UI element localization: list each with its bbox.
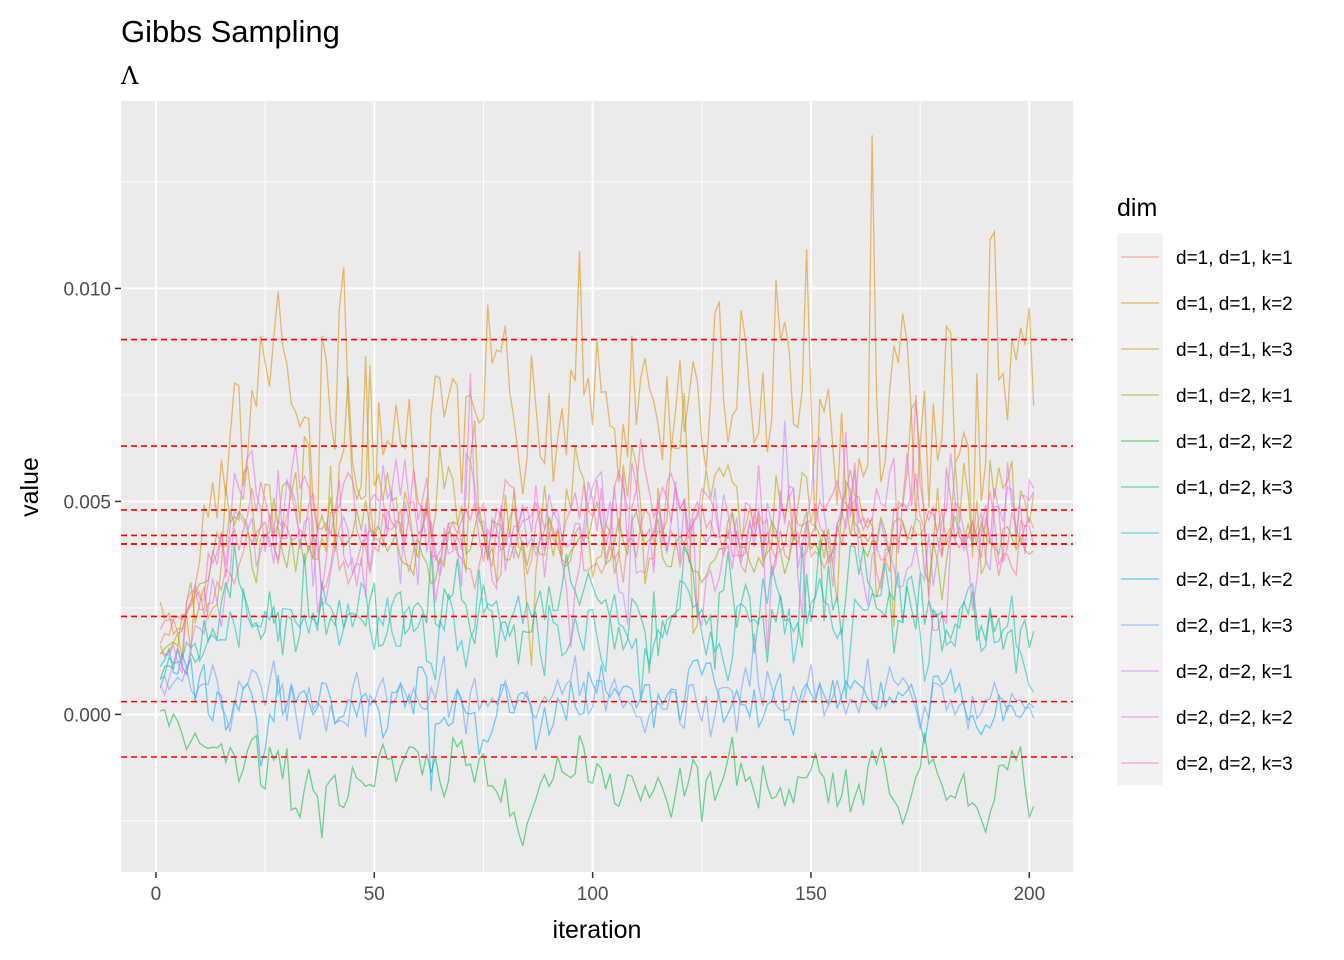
chart-subtitle: Λ: [120, 62, 139, 90]
y-axis-ticks: 0.000 0.005 0.010: [63, 279, 121, 726]
legend-label-2: d=1, d=1, k=2: [1176, 294, 1293, 315]
x-tick-label: 100: [577, 884, 609, 905]
legend-label-8: d=2, d=1, k=2: [1176, 570, 1293, 591]
series-line-11: [160, 373, 1035, 674]
series-line-4: [159, 479, 1035, 655]
y-tick-label: 0.005: [63, 492, 111, 513]
series-line-1: [159, 492, 1035, 645]
legend-label-9: d=2, d=1, k=3: [1176, 616, 1293, 637]
legend-label-5: d=1, d=2, k=2: [1176, 432, 1293, 453]
legend-label-7: d=2, d=1, k=1: [1176, 524, 1293, 545]
legend-label-3: d=1, d=1, k=3: [1176, 340, 1293, 361]
legend-label-1: d=1, d=1, k=1: [1176, 248, 1293, 269]
y-axis-title: value: [16, 457, 44, 517]
series-line-6: [159, 539, 1035, 680]
series-line-12: [159, 394, 1035, 634]
y-tick-label: 0.000: [63, 705, 111, 726]
x-tick-label: 150: [795, 884, 827, 905]
x-axis-title: iteration: [553, 916, 642, 944]
legend-key-background: [1117, 233, 1163, 785]
legend-label-11: d=2, d=2, k=2: [1176, 708, 1293, 729]
series-line-7: [159, 543, 1035, 702]
series-lines: [159, 135, 1035, 847]
legend-label-4: d=1, d=2, k=1: [1176, 386, 1293, 407]
x-tick-label: 200: [1013, 884, 1045, 905]
legend-label-6: d=1, d=2, k=3: [1176, 478, 1293, 499]
x-tick-label: 50: [364, 884, 385, 905]
legend-label-10: d=2, d=2, k=1: [1176, 662, 1293, 683]
series-line-5: [160, 709, 1035, 847]
grid-minor: [121, 101, 1073, 872]
series-line-8: [159, 646, 1035, 792]
legend-label-12: d=2, d=2, k=3: [1176, 754, 1293, 775]
legend-title: dim: [1117, 194, 1157, 222]
series-line-9: [159, 633, 1035, 741]
x-tick-label: 0: [151, 884, 162, 905]
x-axis-ticks: 0 50 100 150 200: [151, 872, 1045, 905]
y-tick-label: 0.010: [63, 279, 111, 300]
legend: dim d=1, d=1, k=1 d=1, d=1, k=2 d=1, d=1, …: [1117, 194, 1293, 785]
chart-title: Gibbs Sampling: [121, 14, 340, 49]
reference-lines: [121, 338, 1073, 758]
